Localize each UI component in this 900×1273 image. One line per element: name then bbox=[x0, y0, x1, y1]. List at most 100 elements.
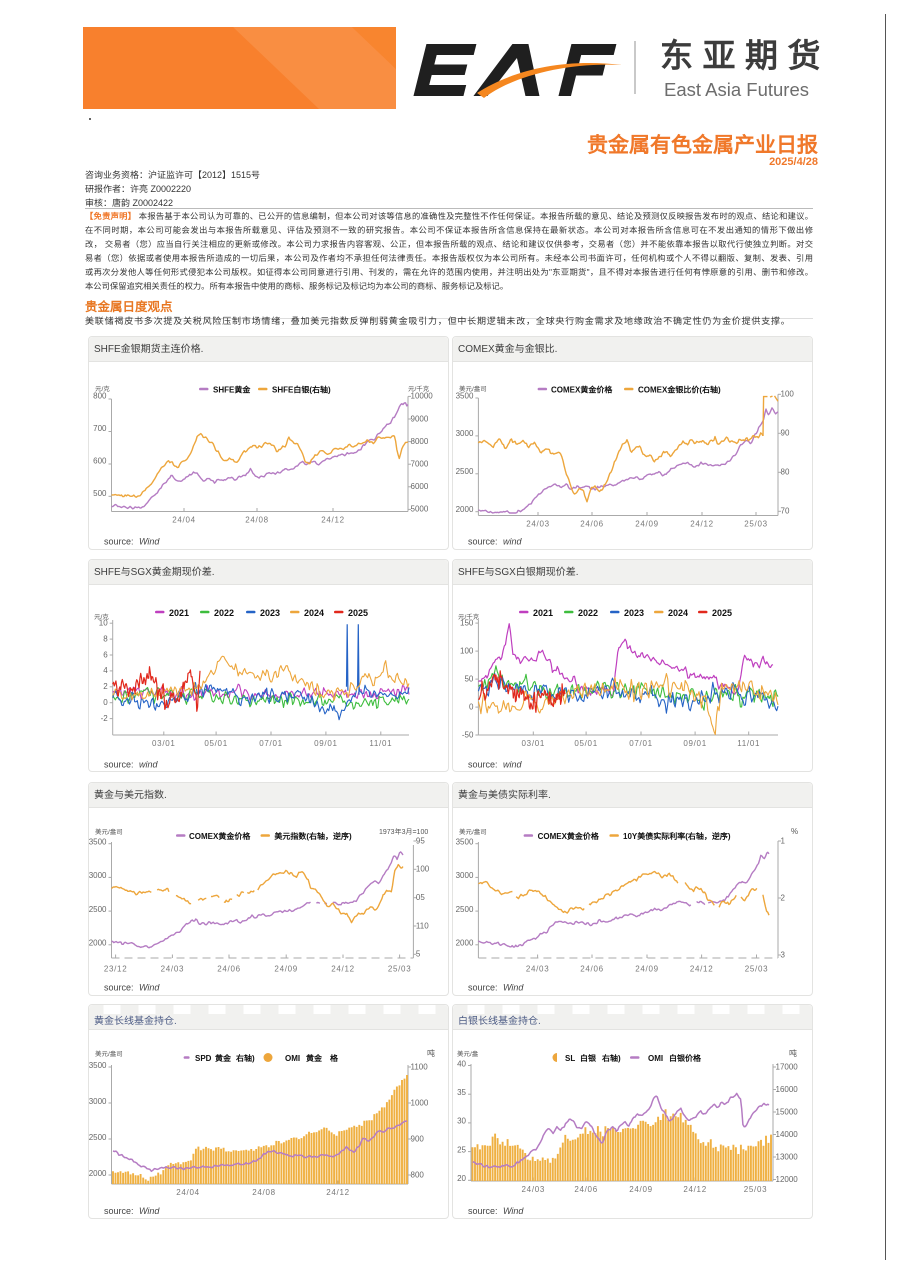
svg-text:黄金: 黄金 bbox=[306, 1054, 323, 1063]
svg-text:03/01: 03/01 bbox=[522, 739, 546, 748]
svg-text:800: 800 bbox=[411, 1171, 425, 1180]
svg-text:24/09: 24/09 bbox=[635, 965, 659, 974]
svg-text:美元/盎司: 美元/盎司 bbox=[95, 828, 123, 836]
svg-text:1: 1 bbox=[781, 836, 786, 845]
svg-text:1100: 1100 bbox=[411, 1063, 429, 1072]
svg-text:source:: source: bbox=[104, 1206, 134, 1216]
svg-text:17000: 17000 bbox=[776, 1063, 799, 1072]
svg-text:2000: 2000 bbox=[456, 939, 474, 948]
svg-text:8: 8 bbox=[103, 634, 108, 643]
svg-text:100: 100 bbox=[781, 390, 795, 399]
svg-text:09/01: 09/01 bbox=[314, 739, 338, 748]
svg-text:2000: 2000 bbox=[456, 505, 474, 514]
svg-text:COMEX黄金价格: COMEX黄金价格 bbox=[189, 832, 251, 841]
svg-text:12000: 12000 bbox=[776, 1175, 799, 1184]
svg-text:右轴): 右轴) bbox=[235, 1054, 255, 1063]
svg-text:3500: 3500 bbox=[89, 1061, 107, 1070]
svg-text:24/04: 24/04 bbox=[172, 516, 196, 525]
svg-text:3000: 3000 bbox=[456, 871, 474, 880]
svg-text:source:: source: bbox=[104, 537, 134, 547]
svg-text:3000: 3000 bbox=[89, 871, 107, 880]
svg-text:24/08: 24/08 bbox=[245, 516, 269, 525]
svg-text:2500: 2500 bbox=[89, 905, 107, 914]
svg-text:Wind: Wind bbox=[139, 537, 160, 547]
svg-text:80: 80 bbox=[781, 468, 790, 477]
svg-text:3: 3 bbox=[781, 950, 786, 959]
svg-text:美元/盎司: 美元/盎司 bbox=[459, 385, 487, 393]
svg-text:03/01: 03/01 bbox=[152, 739, 176, 748]
svg-text:24/12: 24/12 bbox=[690, 965, 714, 974]
svg-text:25/03: 25/03 bbox=[744, 1185, 768, 1194]
svg-text:source:: source: bbox=[104, 983, 134, 993]
svg-text:格: 格 bbox=[330, 1054, 339, 1063]
svg-text:600: 600 bbox=[93, 457, 107, 466]
svg-text:50: 50 bbox=[464, 674, 473, 683]
svg-text:05/01: 05/01 bbox=[574, 739, 598, 748]
svg-text:700: 700 bbox=[93, 424, 107, 433]
svg-text:24/09: 24/09 bbox=[629, 1185, 653, 1194]
svg-text:SPD: SPD bbox=[195, 1054, 212, 1063]
svg-text:16000: 16000 bbox=[776, 1085, 799, 1094]
svg-text:source:: source: bbox=[468, 1206, 498, 1216]
svg-text:元/克: 元/克 bbox=[94, 613, 109, 621]
svg-text:500: 500 bbox=[93, 489, 107, 498]
svg-text:3000: 3000 bbox=[89, 1097, 107, 1106]
svg-text:11/01: 11/01 bbox=[737, 739, 760, 748]
svg-text:SHFE白银(右轴): SHFE白银(右轴) bbox=[272, 386, 331, 395]
svg-text:100: 100 bbox=[460, 646, 474, 655]
svg-text:Wind: Wind bbox=[503, 1206, 524, 1216]
svg-text:吨: 吨 bbox=[789, 1049, 797, 1058]
svg-text:OMI: OMI bbox=[648, 1054, 663, 1063]
svg-text:元/克: 元/克 bbox=[95, 385, 110, 393]
svg-text:24/12: 24/12 bbox=[321, 516, 345, 525]
svg-text:24/09: 24/09 bbox=[274, 965, 298, 974]
svg-text:source:: source: bbox=[104, 760, 134, 770]
svg-text:24/03: 24/03 bbox=[526, 520, 550, 529]
svg-text:3500: 3500 bbox=[456, 838, 474, 847]
svg-text:Wind: Wind bbox=[503, 983, 524, 993]
svg-text:3500: 3500 bbox=[456, 391, 474, 400]
svg-text:COMEX黄金价格: COMEX黄金价格 bbox=[538, 832, 600, 841]
svg-text:7000: 7000 bbox=[411, 460, 429, 469]
svg-text:05/01: 05/01 bbox=[204, 739, 228, 748]
svg-text:2024: 2024 bbox=[304, 608, 324, 618]
svg-text:24/12: 24/12 bbox=[683, 1185, 707, 1194]
svg-text:Wind: Wind bbox=[139, 983, 160, 993]
svg-text:美元指数(右轴，逆序): 美元指数(右轴，逆序) bbox=[273, 832, 352, 841]
svg-text:2025: 2025 bbox=[712, 608, 732, 618]
svg-text:24/12: 24/12 bbox=[690, 520, 714, 529]
svg-text:白银价格: 白银价格 bbox=[669, 1054, 702, 1063]
svg-text:07/01: 07/01 bbox=[629, 739, 653, 748]
svg-text:wind: wind bbox=[503, 537, 523, 547]
svg-text:1000: 1000 bbox=[411, 1099, 429, 1108]
svg-text:5000: 5000 bbox=[411, 505, 429, 514]
svg-text:0: 0 bbox=[469, 702, 474, 711]
svg-text:2022: 2022 bbox=[578, 608, 598, 618]
svg-text:14000: 14000 bbox=[776, 1130, 799, 1139]
svg-text:110: 110 bbox=[416, 921, 429, 930]
svg-text:source:: source: bbox=[468, 537, 498, 547]
svg-text:Wind: Wind bbox=[139, 1206, 160, 1216]
svg-text:美元/盎: 美元/盎 bbox=[457, 1050, 479, 1058]
svg-text:24/04: 24/04 bbox=[176, 1188, 200, 1197]
svg-text:24/03: 24/03 bbox=[522, 1185, 546, 1194]
svg-text:2025: 2025 bbox=[348, 608, 368, 618]
svg-text:24/09: 24/09 bbox=[635, 520, 659, 529]
svg-text:24/06: 24/06 bbox=[580, 965, 604, 974]
svg-text:3500: 3500 bbox=[89, 838, 107, 847]
svg-text:COMEX黄金价格: COMEX黄金价格 bbox=[551, 386, 613, 395]
svg-text:150: 150 bbox=[460, 618, 474, 627]
svg-text:13000: 13000 bbox=[776, 1153, 799, 1162]
svg-text:24/06: 24/06 bbox=[580, 520, 604, 529]
svg-text:2022: 2022 bbox=[214, 608, 234, 618]
svg-text:24/12: 24/12 bbox=[326, 1188, 350, 1197]
svg-text:25/03: 25/03 bbox=[744, 520, 768, 529]
svg-text:09/01: 09/01 bbox=[683, 739, 707, 748]
svg-text:2500: 2500 bbox=[456, 905, 474, 914]
svg-text:24/06: 24/06 bbox=[217, 965, 241, 974]
svg-text:白银: 白银 bbox=[580, 1054, 597, 1063]
svg-text:黄金: 黄金 bbox=[215, 1054, 232, 1063]
svg-text:-2: -2 bbox=[101, 714, 109, 723]
svg-text:2000: 2000 bbox=[89, 1169, 107, 1178]
svg-text:2023: 2023 bbox=[260, 608, 280, 618]
